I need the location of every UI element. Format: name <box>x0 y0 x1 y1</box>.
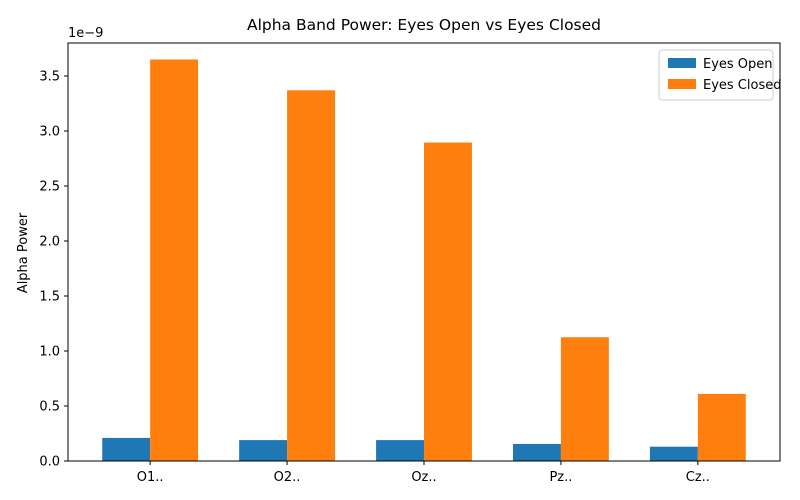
y-axis: 0.0 0.5 1.0 1.5 2.0 2.5 3.0 3.5 <box>39 70 68 470</box>
y-tick-label: 0.5 <box>39 400 60 415</box>
bar-eyes-open-3 <box>513 443 561 461</box>
bar-eyes-closed-0 <box>150 59 199 461</box>
y-tick-label: 3.5 <box>39 70 60 85</box>
y-tick-label: 2.5 <box>39 180 60 195</box>
plot-frame <box>67 42 781 462</box>
y-tick-label: 3.0 <box>39 125 60 140</box>
bars-group <box>102 59 746 462</box>
legend-swatch-eyes-closed <box>668 79 696 89</box>
bar-eyes-open-0 <box>102 437 151 461</box>
bar-eyes-open-2 <box>376 440 424 461</box>
bar-eyes-closed-4 <box>697 393 746 461</box>
x-tick-label: Pz.. <box>549 470 572 485</box>
y-tick-label: 0.0 <box>39 455 60 470</box>
y-tick-label: 1.5 <box>39 290 60 305</box>
y-axis-title: Alpha Power <box>16 212 31 293</box>
y-offset-label: 1e−9 <box>68 26 103 41</box>
y-tick-label: 2.0 <box>39 235 60 250</box>
bar-eyes-closed-3 <box>560 337 609 461</box>
x-tick-label: Oz.. <box>411 470 436 485</box>
bar-eyes-closed-1 <box>287 90 335 462</box>
x-tick-label: Cz.. <box>686 470 710 485</box>
legend: Eyes Open Eyes Closed <box>658 49 781 101</box>
bar-eyes-closed-2 <box>424 142 472 462</box>
legend-label-eyes-closed: Eyes Closed <box>703 78 781 93</box>
chart-title: Alpha Band Power: Eyes Open vs Eyes Clos… <box>247 16 601 34</box>
legend-swatch-eyes-open <box>668 58 696 68</box>
y-tick-label: 1.0 <box>39 345 60 360</box>
x-axis: O1.. O2.. Oz.. Pz.. Cz.. <box>137 461 710 485</box>
bar-eyes-open-4 <box>649 446 698 461</box>
legend-label-eyes-open: Eyes Open <box>703 57 773 72</box>
x-tick-label: O1.. <box>137 470 164 485</box>
bar-eyes-open-1 <box>239 440 288 461</box>
x-tick-label: O2.. <box>274 470 301 485</box>
